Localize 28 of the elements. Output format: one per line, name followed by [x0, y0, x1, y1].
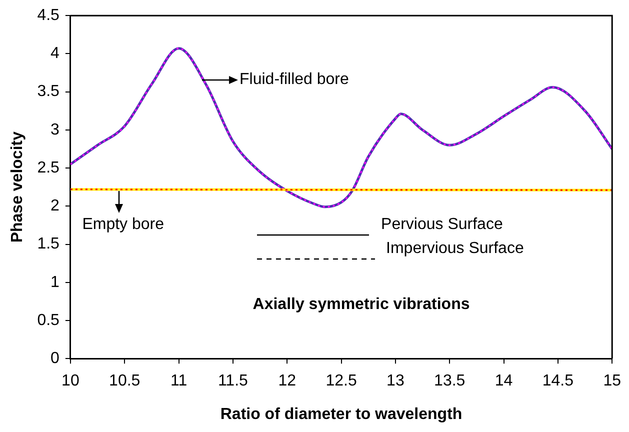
annotation: Fluid-filled bore	[240, 70, 349, 88]
x-tick-label: 10	[62, 372, 80, 390]
x-tick-label: 11.5	[218, 372, 248, 390]
x-tick-label: 12.5	[326, 372, 357, 390]
y-tick-label: 2	[50, 198, 60, 215]
annotation: Pervious Surface	[381, 216, 503, 234]
x-tick-label: 13.5	[434, 372, 466, 390]
x-tick-label: 11	[170, 372, 188, 390]
y-tick-label: 0.5	[37, 312, 60, 329]
annotation: Axially symmetric vibrations	[252, 296, 470, 314]
x-tick-label: 10.5	[109, 372, 140, 390]
x-tick-label: 12	[278, 372, 296, 390]
y-tick-label: 2.5	[37, 159, 60, 176]
y-tick-label: 3.5	[37, 83, 60, 100]
y-tick-label: 4.5	[37, 7, 60, 24]
y-tick-label: 3	[50, 121, 60, 138]
y-axis-title: Phase velocity	[9, 131, 26, 243]
x-axis-title: Ratio of diameter to wavelength	[220, 406, 462, 423]
y-tick-label: 1	[50, 274, 60, 291]
x-tick-label: 14.5	[542, 372, 574, 390]
annotation: Empty bore	[82, 216, 164, 234]
x-tick-label: 14	[494, 372, 513, 390]
annotation: Impervious Surface	[386, 240, 524, 258]
y-tick-label: 1.5	[37, 236, 60, 253]
x-tick-label: 13	[386, 372, 404, 390]
y-tick-label: 4	[50, 45, 60, 62]
x-tick-label: 15	[603, 372, 622, 390]
y-tick-label: 0	[50, 350, 60, 368]
